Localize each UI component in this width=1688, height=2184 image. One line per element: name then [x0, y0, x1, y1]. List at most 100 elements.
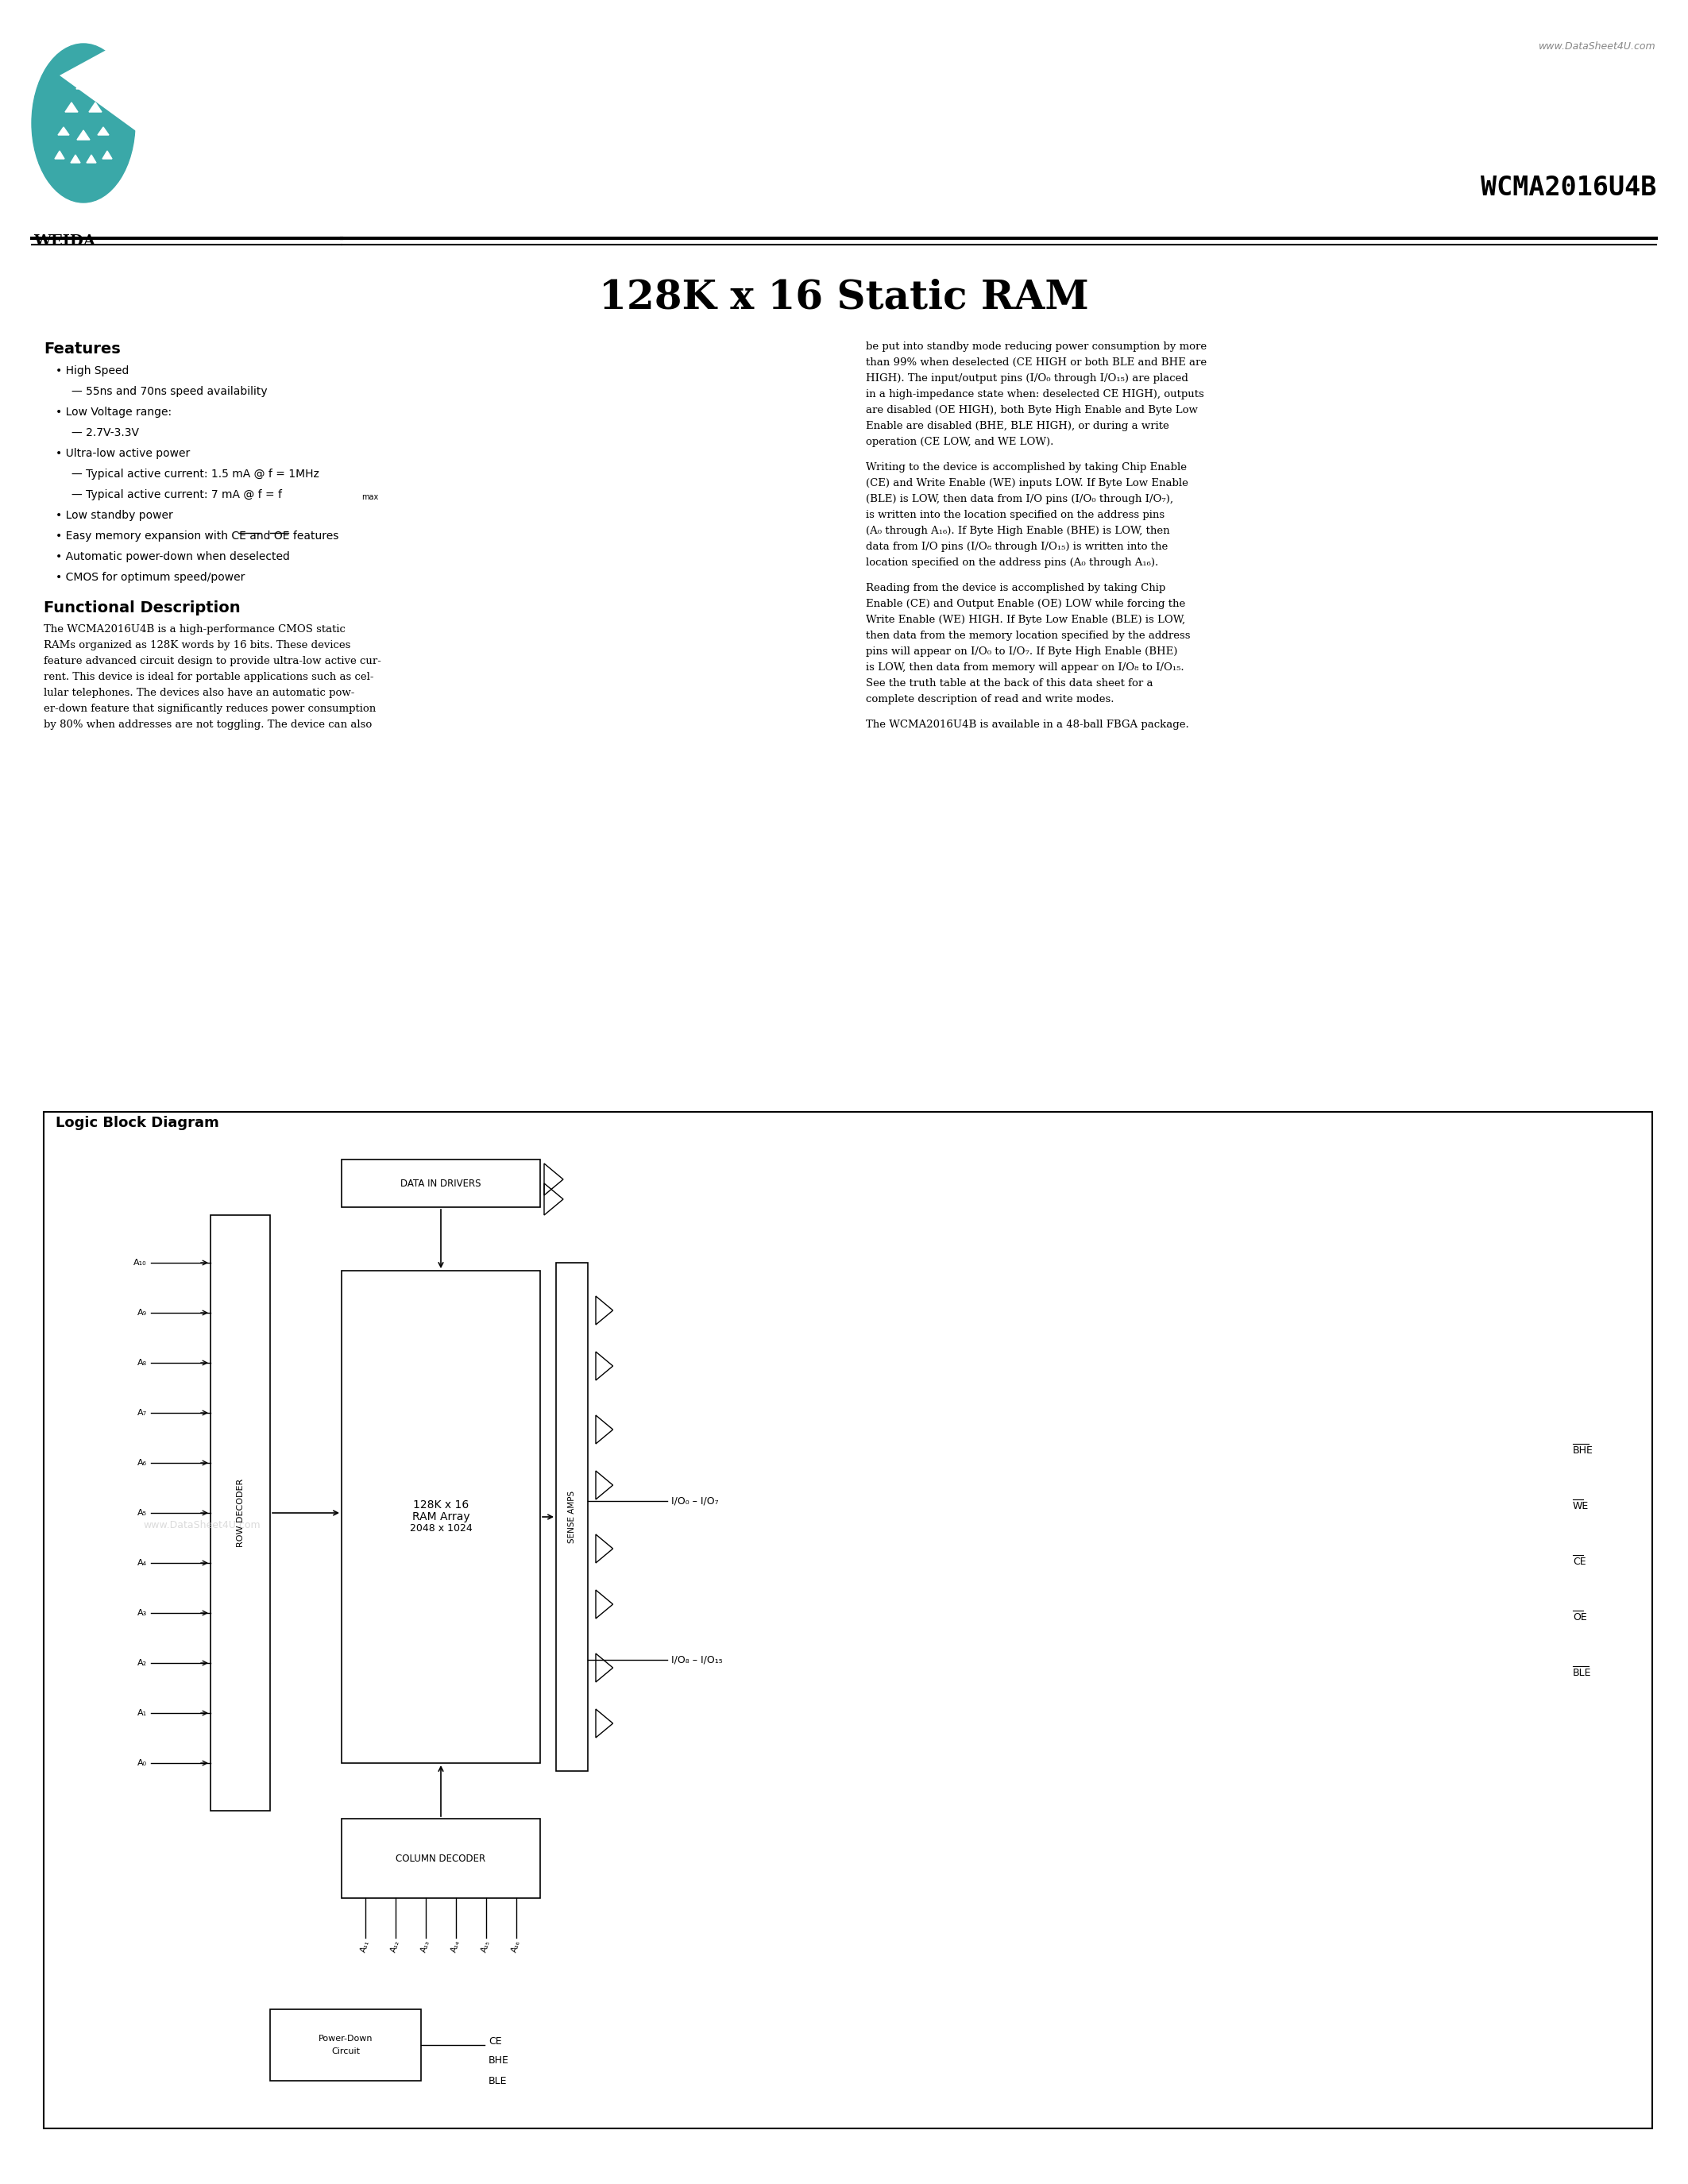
Text: A₁₃: A₁₃ [420, 1939, 432, 1955]
Text: • Low Voltage range:: • Low Voltage range: [56, 406, 172, 417]
Text: OE: OE [1573, 1612, 1587, 1623]
Text: by 80% when addresses are not toggling. The device can also: by 80% when addresses are not toggling. … [44, 719, 371, 729]
Text: (BLE) is LOW, then data from I/O pins (I/O₀ through I/O₇),: (BLE) is LOW, then data from I/O pins (I… [866, 494, 1173, 505]
Text: er-down feature that significantly reduces power consumption: er-down feature that significantly reduc… [44, 703, 376, 714]
Text: (A₀ through A₁₆). If Byte High Enable (BHE) is LOW, then: (A₀ through A₁₆). If Byte High Enable (B… [866, 526, 1170, 535]
Text: 128K x 16 Static RAM: 128K x 16 Static RAM [599, 277, 1089, 317]
Text: are disabled (OE HIGH), both Byte High Enable and Byte Low: are disabled (OE HIGH), both Byte High E… [866, 404, 1198, 415]
Text: • Low standby power: • Low standby power [56, 509, 172, 522]
Text: A₁₀: A₁₀ [133, 1258, 147, 1267]
Text: DATA IN DRIVERS: DATA IN DRIVERS [400, 1177, 481, 1188]
Text: HIGH). The input/output pins (I/O₀ through I/O₁₅) are placed: HIGH). The input/output pins (I/O₀ throu… [866, 373, 1188, 384]
Bar [211, 1214, 270, 1811]
Text: www.DataSheet4U.com: www.DataSheet4U.com [1539, 41, 1656, 52]
Polygon shape [71, 155, 81, 164]
Bar [341, 1160, 540, 1208]
Polygon shape [76, 79, 91, 90]
Text: location specified on the address pins (A₀ through A₁₆).: location specified on the address pins (… [866, 557, 1158, 568]
Text: A₆: A₆ [137, 1459, 147, 1468]
Text: Writing to the device is accomplished by taking Chip Enable: Writing to the device is accomplished by… [866, 463, 1187, 472]
Text: A₁₁: A₁₁ [360, 1939, 371, 1955]
Text: data from I/O pins (I/O₈ through I/O₁₅) is written into the: data from I/O pins (I/O₈ through I/O₁₅) … [866, 542, 1168, 553]
Text: www.DataSheet4U.com: www.DataSheet4U.com [143, 1520, 260, 1531]
Text: • Automatic power-down when deselected: • Automatic power-down when deselected [56, 550, 290, 561]
Text: operation (CE LOW, and WE LOW).: operation (CE LOW, and WE LOW). [866, 437, 1053, 448]
Text: 2048 x 1024: 2048 x 1024 [410, 1524, 473, 1533]
Text: WE: WE [1573, 1500, 1588, 1511]
Text: Power-Down: Power-Down [319, 2035, 373, 2042]
Text: max: max [361, 494, 378, 500]
Text: lular telephones. The devices also have an automatic pow-: lular telephones. The devices also have … [44, 688, 354, 699]
Text: Write Enable (WE) HIGH. If Byte Low Enable (BLE) is LOW,: Write Enable (WE) HIGH. If Byte Low Enab… [866, 614, 1185, 625]
Text: The WCMA2016U4B is a high-performance CMOS static: The WCMA2016U4B is a high-performance CM… [44, 625, 346, 636]
Polygon shape [98, 127, 108, 135]
Text: ROW DECODER: ROW DECODER [236, 1479, 245, 1546]
Text: BHE: BHE [488, 2055, 510, 2066]
Bar [270, 2009, 420, 2081]
Text: Functional Description: Functional Description [44, 601, 240, 616]
Text: A₁₂: A₁₂ [390, 1939, 402, 1955]
Text: then data from the memory location specified by the address: then data from the memory location speci… [866, 631, 1190, 640]
Text: A₁₆: A₁₆ [510, 1939, 522, 1955]
PathPatch shape [59, 28, 147, 140]
Text: 128K x 16: 128K x 16 [414, 1500, 469, 1511]
Text: A₃: A₃ [137, 1610, 147, 1616]
Text: be put into standby mode reducing power consumption by more: be put into standby mode reducing power … [866, 341, 1207, 352]
Polygon shape [89, 103, 101, 111]
Text: pins will appear on I/O₀ to I/O₇. If Byte High Enable (BHE): pins will appear on I/O₀ to I/O₇. If Byt… [866, 646, 1178, 657]
Text: RAMs organized as 128K words by 16 bits. These devices: RAMs organized as 128K words by 16 bits.… [44, 640, 351, 651]
FancyBboxPatch shape [44, 1112, 1653, 2129]
Text: rent. This device is ideal for portable applications such as cel-: rent. This device is ideal for portable … [44, 673, 373, 681]
Text: A₇: A₇ [137, 1409, 147, 1417]
Text: feature advanced circuit design to provide ultra-low active cur-: feature advanced circuit design to provi… [44, 655, 381, 666]
Text: — Typical active current: 1.5 mA @ f = 1MHz: — Typical active current: 1.5 mA @ f = 1… [71, 470, 319, 480]
Text: • Ultra-low active power: • Ultra-low active power [56, 448, 191, 459]
Text: A₈: A₈ [137, 1358, 147, 1367]
Polygon shape [54, 151, 64, 159]
Text: is LOW, then data from memory will appear on I/O₈ to I/O₁₅.: is LOW, then data from memory will appea… [866, 662, 1183, 673]
Text: complete description of read and write modes.: complete description of read and write m… [866, 695, 1114, 705]
Text: The WCMA2016U4B is available in a 48-ball FBGA package.: The WCMA2016U4B is available in a 48-bal… [866, 719, 1188, 729]
Text: CE: CE [1573, 1557, 1587, 1566]
Polygon shape [66, 103, 78, 111]
Text: A₄: A₄ [137, 1559, 147, 1566]
Text: A₂: A₂ [137, 1660, 147, 1666]
Text: than 99% when deselected (CE HIGH or both BLE and BHE are: than 99% when deselected (CE HIGH or bot… [866, 358, 1207, 367]
Bar [341, 1819, 540, 1898]
Text: — 2.7V-3.3V: — 2.7V-3.3V [71, 428, 138, 439]
Text: Reading from the device is accomplished by taking Chip: Reading from the device is accomplished … [866, 583, 1165, 594]
Text: is written into the location specified on the address pins: is written into the location specified o… [866, 509, 1165, 520]
Text: — 55ns and 70ns speed availability: — 55ns and 70ns speed availability [71, 387, 267, 397]
Text: I/O₀ – I/O₇: I/O₀ – I/O₇ [672, 1496, 719, 1507]
Text: I/O₈ – I/O₁₅: I/O₈ – I/O₁₅ [672, 1655, 722, 1664]
Text: SENSE AMPS: SENSE AMPS [567, 1492, 576, 1544]
Text: COLUMN DECODER: COLUMN DECODER [397, 1854, 486, 1863]
Bar [555, 1262, 587, 1771]
Text: A₁₅: A₁₅ [481, 1939, 491, 1955]
Polygon shape [86, 155, 96, 164]
Bar [341, 1271, 540, 1762]
Text: A₀: A₀ [137, 1758, 147, 1767]
Text: • CMOS for optimum speed/power: • CMOS for optimum speed/power [56, 572, 245, 583]
Text: Enable (CE) and Output Enable (OE) LOW while forcing the: Enable (CE) and Output Enable (OE) LOW w… [866, 598, 1185, 609]
Text: A₅: A₅ [137, 1509, 147, 1518]
Text: Logic Block Diagram: Logic Block Diagram [56, 1116, 219, 1129]
Text: BLE: BLE [488, 2075, 506, 2086]
Text: A₉: A₉ [137, 1308, 147, 1317]
Polygon shape [103, 151, 111, 159]
Text: BLE: BLE [1573, 1669, 1592, 1677]
Text: Features: Features [44, 341, 120, 356]
Ellipse shape [32, 44, 135, 203]
Text: A₁₄: A₁₄ [451, 1939, 463, 1955]
Text: WEIDA: WEIDA [34, 234, 95, 249]
Text: BHE: BHE [1573, 1446, 1593, 1457]
Text: • Easy memory expansion with CE and OE features: • Easy memory expansion with CE and OE f… [56, 531, 339, 542]
Text: RAM Array: RAM Array [412, 1511, 469, 1522]
Text: See the truth table at the back of this data sheet for a: See the truth table at the back of this … [866, 679, 1153, 688]
Text: CE: CE [488, 2035, 501, 2046]
Text: Circuit: Circuit [331, 2046, 360, 2055]
Polygon shape [57, 127, 69, 135]
Text: — Typical active current: 7 mA @ f = f: — Typical active current: 7 mA @ f = f [71, 489, 282, 500]
Text: A₁: A₁ [137, 1710, 147, 1717]
Text: (CE) and Write Enable (WE) inputs LOW. If Byte Low Enable: (CE) and Write Enable (WE) inputs LOW. I… [866, 478, 1188, 489]
